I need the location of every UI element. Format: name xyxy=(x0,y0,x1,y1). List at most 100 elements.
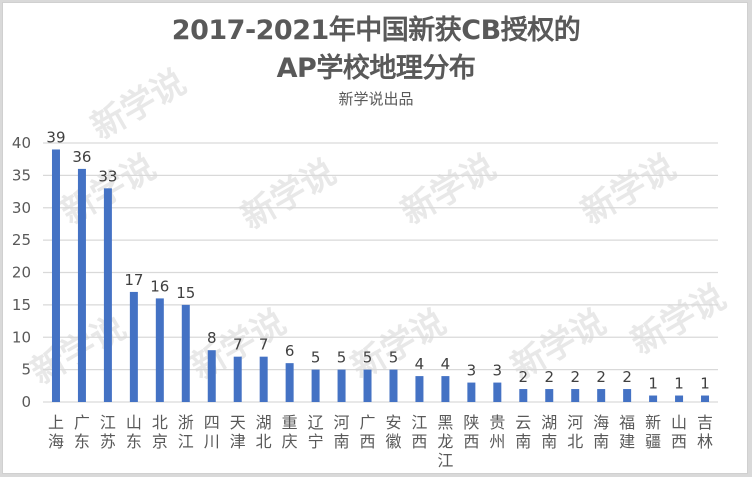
bar[interactable] xyxy=(363,369,372,402)
x-category-label: 山 xyxy=(671,413,687,432)
x-category-label: 辽 xyxy=(308,413,324,432)
bar[interactable] xyxy=(129,291,138,402)
data-label: 4 xyxy=(415,355,425,373)
x-category-label: 上 xyxy=(48,413,64,432)
data-label: 3 xyxy=(493,362,503,380)
y-tick-label: 40 xyxy=(12,134,31,152)
x-category-label: 南 xyxy=(541,432,557,451)
x-category-label: 四 xyxy=(204,413,220,432)
bar[interactable] xyxy=(545,389,554,402)
x-category-label: 北 xyxy=(256,432,272,451)
x-category-label: 山 xyxy=(126,413,142,432)
x-category-label: 东 xyxy=(74,432,90,451)
bar[interactable] xyxy=(597,389,606,402)
gridlines xyxy=(43,142,718,403)
x-category-label: 江 xyxy=(437,451,453,470)
data-label: 16 xyxy=(150,277,169,295)
bar[interactable] xyxy=(623,389,632,402)
x-category-label: 黑 xyxy=(437,413,453,432)
x-category-label: 海 xyxy=(593,413,609,432)
x-category-label: 西 xyxy=(463,432,479,451)
chart-title-line1: 2017-2021年中国新获CB授权的 xyxy=(171,15,581,46)
x-category-label: 京 xyxy=(152,432,168,451)
bar[interactable] xyxy=(207,350,216,402)
x-category-label: 海 xyxy=(48,432,64,451)
y-tick-label: 10 xyxy=(12,328,31,346)
bar[interactable] xyxy=(571,389,580,402)
watermark-text: 新学说 xyxy=(625,277,733,363)
x-category-label: 天 xyxy=(230,413,246,432)
x-category-label: 湖 xyxy=(256,413,272,432)
x-category-label: 宁 xyxy=(308,432,324,451)
x-category-label: 龙 xyxy=(437,432,453,451)
bar[interactable] xyxy=(259,356,268,402)
data-label: 2 xyxy=(570,368,580,386)
data-label: 2 xyxy=(544,368,554,386)
watermark-text: 新学说 xyxy=(85,62,193,148)
data-label: 15 xyxy=(176,284,195,302)
bar[interactable] xyxy=(467,382,476,402)
bar[interactable] xyxy=(181,304,190,402)
bar[interactable] xyxy=(493,382,502,402)
x-category-label: 建 xyxy=(619,432,635,451)
x-category-label: 东 xyxy=(126,432,142,451)
bar[interactable] xyxy=(415,376,424,402)
y-axis: 0 5 10 15 20 25 30 35 40 xyxy=(12,134,31,411)
data-label: 2 xyxy=(596,368,606,386)
data-label: 4 xyxy=(441,355,451,373)
bar[interactable] xyxy=(311,369,320,402)
x-category-label: 林 xyxy=(697,432,713,451)
data-label: 1 xyxy=(674,375,684,393)
bar[interactable] xyxy=(675,395,684,402)
data-label: 33 xyxy=(98,167,117,185)
bar[interactable] xyxy=(77,168,86,402)
x-category-label: 吉 xyxy=(697,413,713,432)
y-tick-label: 25 xyxy=(12,231,31,249)
bar[interactable] xyxy=(649,395,658,402)
x-category-label: 河 xyxy=(334,413,350,432)
x-category-label: 福 xyxy=(619,413,635,432)
y-tick-label: 0 xyxy=(21,393,31,411)
data-label: 3 xyxy=(467,362,477,380)
data-label: 2 xyxy=(519,368,529,386)
data-label: 39 xyxy=(46,128,65,146)
x-category-label: 西 xyxy=(671,432,687,451)
x-category-label: 州 xyxy=(489,432,505,451)
bar-series xyxy=(51,149,710,402)
bar[interactable] xyxy=(51,149,60,402)
x-category-label: 津 xyxy=(230,432,246,451)
chart-title-line2: AP学校地理分布 xyxy=(276,53,476,84)
x-category-label: 云 xyxy=(515,413,531,432)
data-label: 5 xyxy=(311,349,321,367)
x-category-label: 苏 xyxy=(100,432,116,451)
data-label: 7 xyxy=(259,336,269,354)
data-label: 5 xyxy=(337,349,347,367)
bar[interactable] xyxy=(233,356,242,402)
x-category-label: 南 xyxy=(593,432,609,451)
x-category-label: 徽 xyxy=(385,432,401,451)
bar[interactable] xyxy=(701,395,710,402)
bar[interactable] xyxy=(519,389,528,402)
x-category-label: 湖 xyxy=(541,413,557,432)
x-category-label: 江 xyxy=(411,413,427,432)
x-category-label: 安 xyxy=(385,413,401,432)
x-category-label: 河 xyxy=(567,413,583,432)
data-label: 17 xyxy=(124,271,143,289)
y-tick-label: 35 xyxy=(12,166,31,184)
x-category-label: 西 xyxy=(360,432,376,451)
chart-subtitle: 新学说出品 xyxy=(338,90,414,108)
x-category-label: 北 xyxy=(567,432,583,451)
bar[interactable] xyxy=(337,369,346,402)
bar[interactable] xyxy=(389,369,398,402)
x-category-label: 西 xyxy=(411,432,427,451)
bar[interactable] xyxy=(103,188,112,402)
x-category-label: 陕 xyxy=(463,413,479,432)
y-tick-label: 5 xyxy=(21,361,31,379)
x-category-label: 南 xyxy=(334,432,350,451)
bar[interactable] xyxy=(285,363,294,402)
data-label: 8 xyxy=(207,329,217,347)
bar[interactable] xyxy=(441,376,450,402)
watermark-text: 新学说 xyxy=(395,147,503,233)
bar[interactable] xyxy=(155,298,164,402)
